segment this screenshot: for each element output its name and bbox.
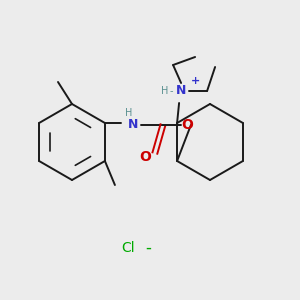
Text: -: - xyxy=(169,86,173,96)
Text: O: O xyxy=(139,150,151,164)
Text: -: - xyxy=(145,239,151,257)
Text: H: H xyxy=(161,86,169,96)
Text: H: H xyxy=(125,108,133,118)
Text: +: + xyxy=(190,76,200,86)
Text: N: N xyxy=(176,85,186,98)
Text: Cl: Cl xyxy=(121,241,135,255)
Text: O: O xyxy=(181,118,193,132)
Text: N: N xyxy=(128,118,138,131)
